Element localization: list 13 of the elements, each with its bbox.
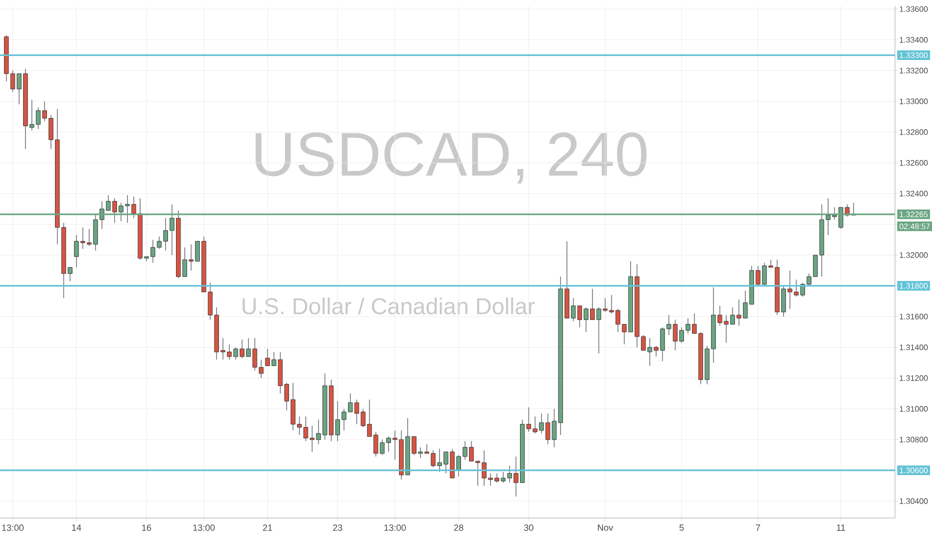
x-tick-label: 16 bbox=[142, 524, 152, 531]
x-tick-label: 23 bbox=[333, 524, 342, 531]
x-tick-label: 28 bbox=[454, 524, 464, 531]
x-tick-label: 14 bbox=[72, 524, 82, 531]
x-tick-label: Nov bbox=[598, 524, 614, 531]
x-tick-label: 13:00 bbox=[384, 524, 406, 531]
x-tick-label: 30 bbox=[524, 524, 534, 531]
x-tick-label: 7 bbox=[756, 524, 760, 531]
x-tick-label: 13:00 bbox=[193, 524, 215, 531]
x-tick-label: 5 bbox=[679, 524, 684, 531]
x-tick-label: 11 bbox=[836, 524, 846, 531]
x-tick-label: 21 bbox=[263, 524, 272, 531]
x-tick-label: 13:00 bbox=[2, 524, 24, 531]
